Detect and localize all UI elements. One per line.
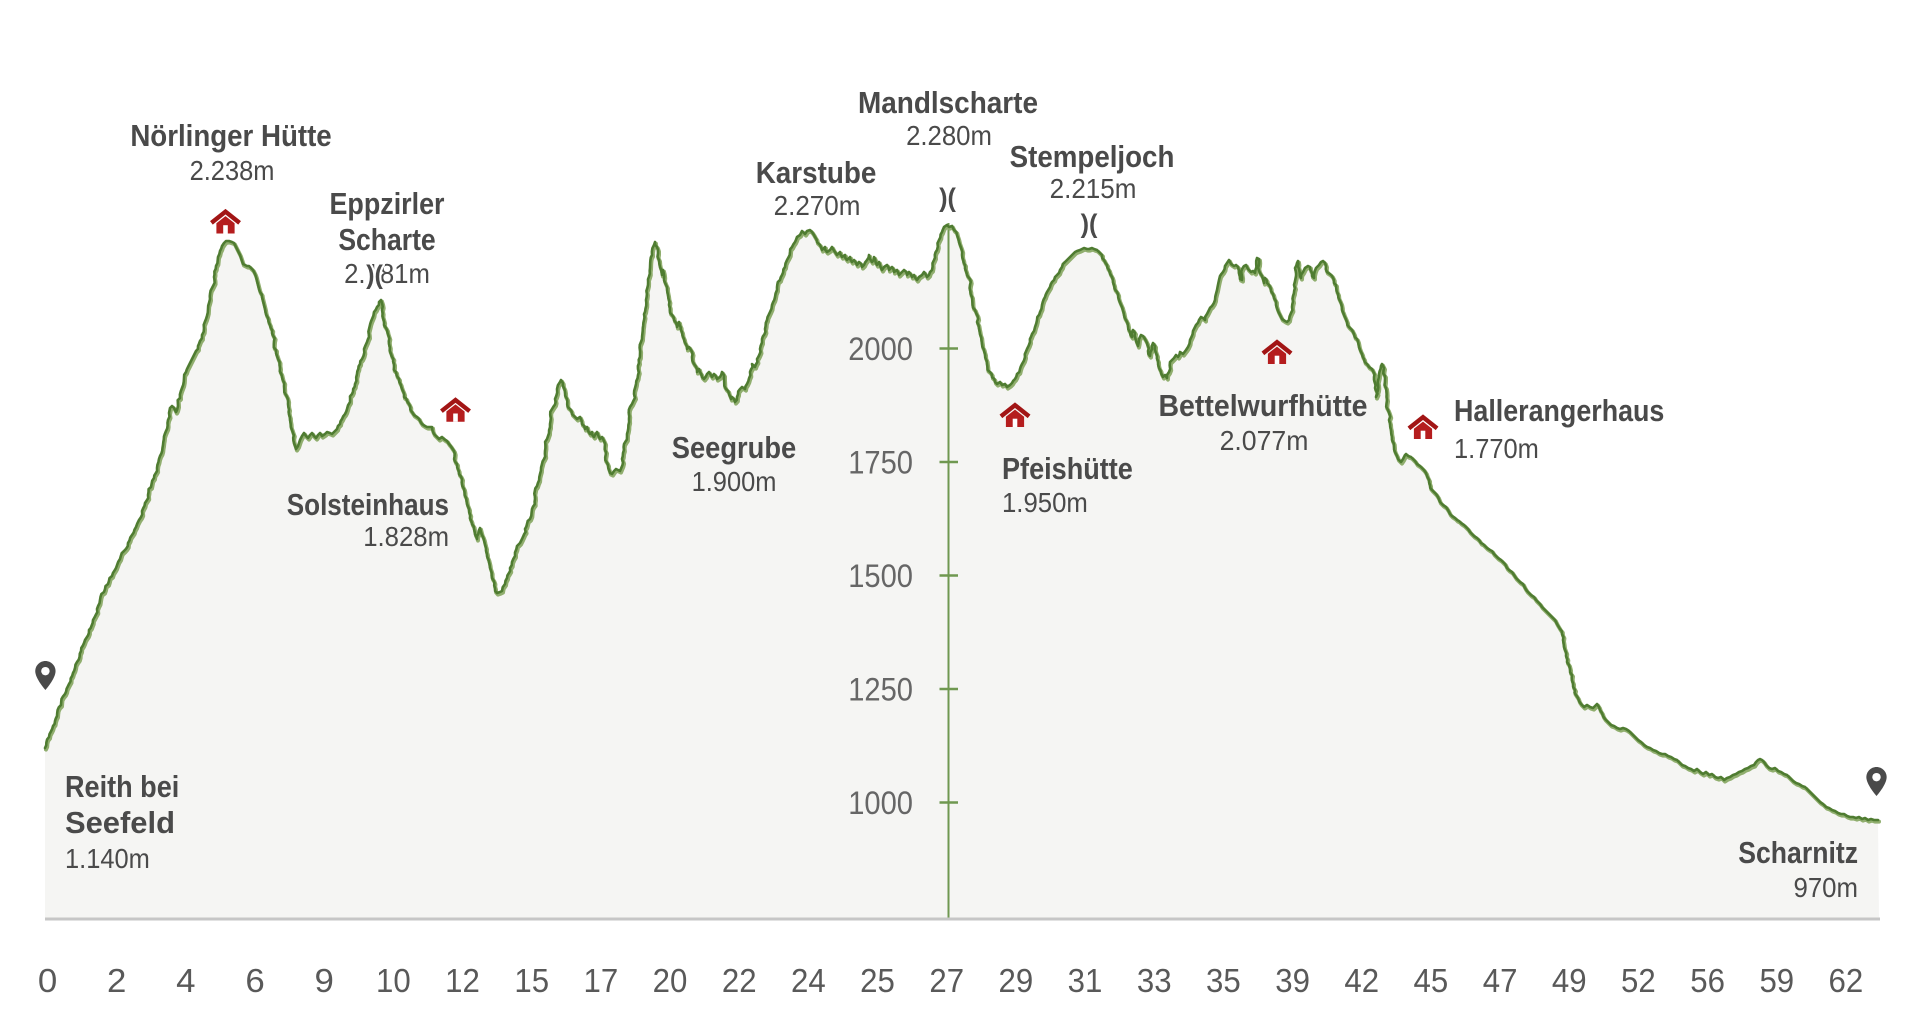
svg-text:25: 25 (860, 962, 895, 999)
svg-text:Eppzirler: Eppzirler (329, 187, 444, 221)
svg-text:24: 24 (791, 962, 826, 999)
svg-text:Reith bei: Reith bei (65, 771, 179, 805)
svg-text:Mandlscharte: Mandlscharte (858, 87, 1038, 120)
svg-text:22: 22 (722, 962, 757, 999)
svg-text:10: 10 (376, 962, 411, 999)
svg-text:0: 0 (38, 963, 57, 1000)
svg-text:49: 49 (1552, 962, 1587, 999)
svg-text:1000: 1000 (848, 785, 913, 822)
svg-text:)(: )( (939, 184, 956, 212)
svg-text:)(: )( (366, 261, 383, 289)
svg-text:1.828m: 1.828m (363, 521, 449, 552)
svg-text:Seefeld: Seefeld (65, 805, 175, 840)
svg-text:1.900m: 1.900m (692, 466, 777, 497)
svg-text:2.238m: 2.238m (190, 155, 275, 186)
svg-text:2.270m: 2.270m (774, 190, 861, 221)
svg-text:47: 47 (1483, 962, 1518, 999)
svg-text:)(: )( (1081, 210, 1098, 238)
svg-text:2.280m: 2.280m (906, 120, 992, 151)
svg-text:2.077m: 2.077m (1220, 424, 1309, 456)
svg-text:17: 17 (584, 962, 619, 999)
svg-text:27: 27 (929, 962, 964, 999)
svg-text:Seegrube: Seegrube (672, 432, 796, 466)
svg-text:39: 39 (1275, 962, 1310, 999)
svg-text:9: 9 (315, 963, 334, 1000)
svg-text:Nörlinger Hütte: Nörlinger Hütte (130, 120, 331, 154)
svg-text:6: 6 (245, 963, 264, 1000)
svg-text:52: 52 (1621, 962, 1656, 999)
svg-text:20: 20 (653, 962, 688, 999)
svg-text:2.181m: 2.181m (344, 258, 430, 289)
svg-text:Pfeishütte: Pfeishütte (1002, 453, 1133, 487)
svg-text:Bettelwurfhütte: Bettelwurfhütte (1158, 389, 1367, 423)
svg-text:33: 33 (1137, 962, 1172, 999)
svg-text:1.770m: 1.770m (1454, 433, 1539, 464)
svg-text:15: 15 (514, 962, 549, 999)
svg-text:2000: 2000 (848, 331, 913, 368)
svg-text:1250: 1250 (848, 671, 913, 708)
svg-text:Hallerangerhaus: Hallerangerhaus (1454, 394, 1664, 428)
svg-text:35: 35 (1206, 962, 1241, 999)
svg-text:Scharnitz: Scharnitz (1738, 836, 1858, 870)
svg-text:1750: 1750 (848, 444, 913, 481)
svg-text:2.215m: 2.215m (1050, 173, 1137, 204)
svg-text:12: 12 (445, 962, 480, 999)
svg-text:1500: 1500 (848, 558, 913, 595)
svg-text:970m: 970m (1793, 872, 1858, 903)
svg-text:56: 56 (1690, 962, 1725, 999)
svg-text:1.950m: 1.950m (1002, 487, 1088, 518)
svg-text:Karstube: Karstube (756, 157, 877, 190)
svg-text:Scharte: Scharte (338, 223, 435, 257)
svg-text:42: 42 (1344, 962, 1379, 999)
svg-text:Solsteinhaus: Solsteinhaus (287, 488, 449, 522)
svg-text:2: 2 (107, 963, 126, 1000)
svg-text:59: 59 (1759, 962, 1794, 999)
svg-text:29: 29 (999, 962, 1034, 999)
svg-text:1.140m: 1.140m (65, 843, 150, 874)
svg-text:Stempeljoch: Stempeljoch (1010, 141, 1175, 174)
svg-text:31: 31 (1068, 962, 1103, 999)
svg-text:62: 62 (1829, 962, 1864, 999)
svg-text:4: 4 (176, 963, 195, 1000)
svg-text:45: 45 (1414, 962, 1449, 999)
